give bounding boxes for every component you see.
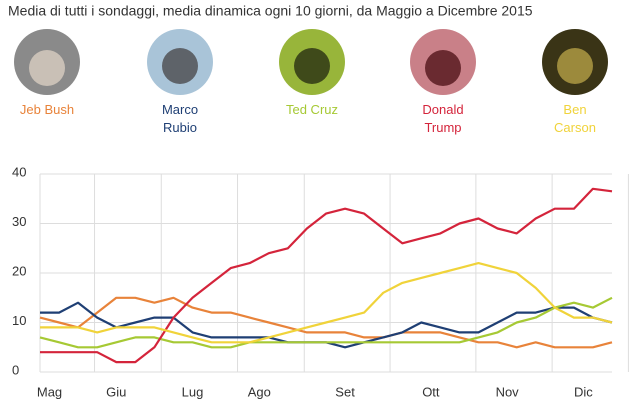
legend-label: Jeb Bush [19, 102, 75, 117]
legend-label: Marco Rubio [161, 102, 199, 135]
portrait-face [557, 48, 593, 84]
x-tick-label: Dic [574, 384, 593, 399]
line [40, 262, 613, 344]
y-tick-label: 0 [12, 362, 19, 377]
legend-label: Ben Carson [554, 102, 596, 135]
x-tick-label: Giu [106, 384, 126, 399]
y-tick-label: 30 [12, 214, 26, 229]
x-tick-label: Ott [422, 384, 440, 399]
line [39, 296, 613, 349]
portrait-face [294, 48, 330, 84]
portraits [14, 29, 608, 95]
legend-label: Donald Trump [422, 102, 464, 135]
x-tick-label: Nov [496, 384, 520, 399]
x-tick-label: Set [335, 384, 355, 399]
x-tick-label: Mag [37, 384, 62, 399]
y-tick-label: 20 [12, 263, 26, 278]
portrait-face [425, 50, 461, 86]
y-tick-label: 40 [12, 164, 26, 179]
x-tick-label: Ago [248, 384, 271, 399]
line [40, 187, 613, 364]
portrait-face [162, 48, 198, 84]
line [39, 296, 613, 349]
x-tick-label: Lug [182, 384, 204, 399]
chart-title: Media di tutti i sondaggi, media dinamic… [8, 3, 533, 19]
legend-label: Ted Cruz [285, 102, 339, 117]
y-tick-label: 10 [12, 313, 26, 328]
portrait-face [29, 50, 65, 86]
